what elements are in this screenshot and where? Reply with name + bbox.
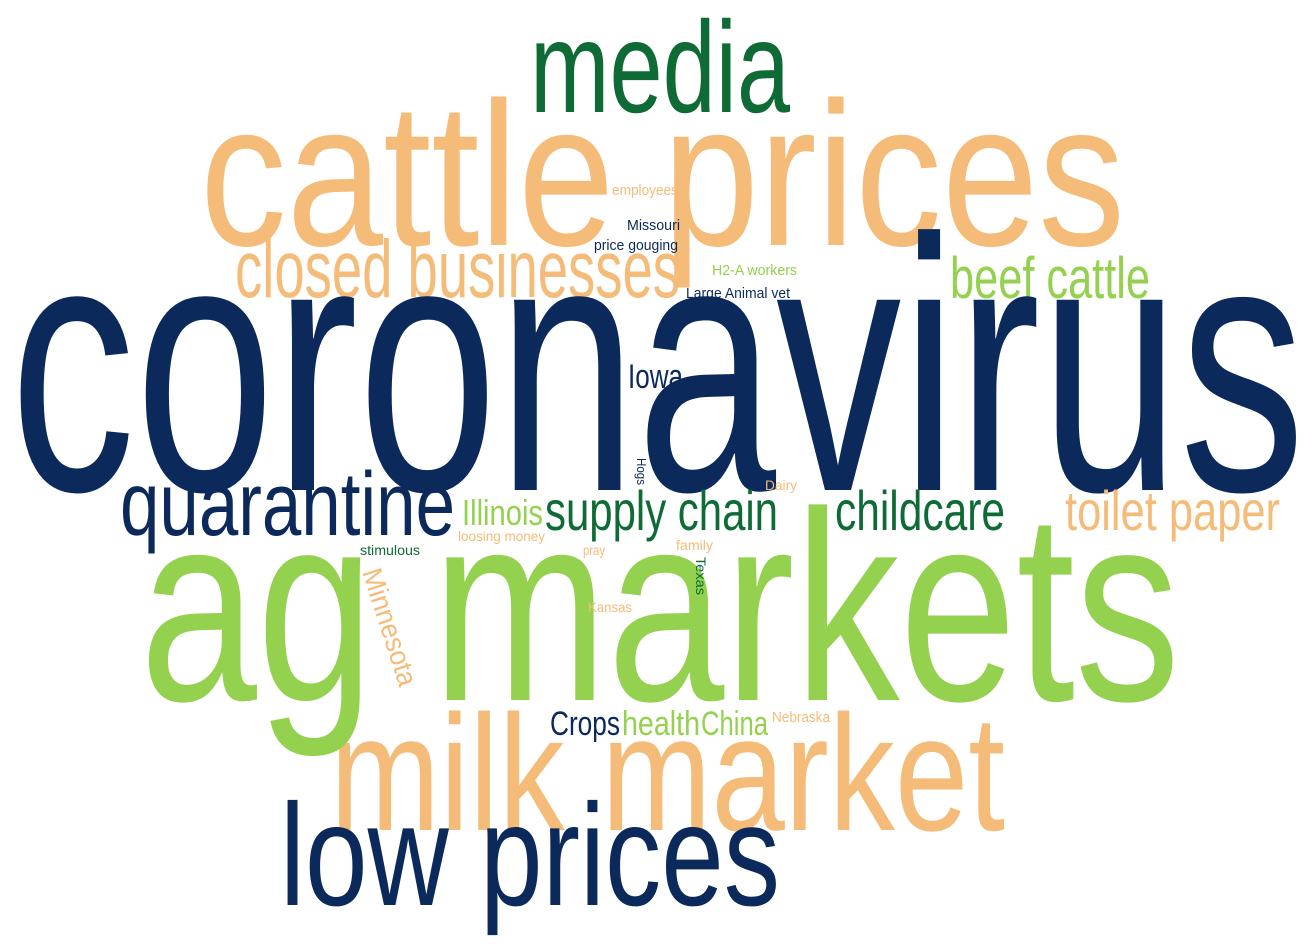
word: Iowa — [628, 358, 683, 396]
word: media — [530, 0, 791, 140]
word: employees — [612, 182, 678, 199]
word: stimulous — [360, 542, 420, 558]
word: Kansas — [588, 599, 632, 615]
word: Missouri — [627, 217, 680, 234]
word: beef cattle — [950, 246, 1150, 311]
word: H2-A workers — [712, 262, 797, 279]
word: Nebraska — [772, 709, 831, 726]
word: quarantine — [120, 455, 455, 555]
word: Crops — [550, 705, 620, 743]
word: health — [622, 705, 700, 743]
word: Texas — [693, 557, 709, 595]
word: supply chain — [545, 479, 778, 542]
word: Illinois — [462, 492, 543, 533]
word: price gouging — [594, 237, 678, 254]
word: pray — [583, 542, 605, 558]
word: Large Animal vet — [686, 285, 791, 302]
word: cattle prices — [200, 60, 1125, 289]
word: toilet paper — [1065, 479, 1280, 542]
word: loosing money — [458, 528, 545, 544]
word: milk market — [330, 681, 1005, 865]
word: low prices — [280, 774, 780, 936]
word: coronavirus — [10, 165, 1305, 567]
word: childcare — [835, 479, 1005, 542]
word: closed businesses — [235, 224, 680, 315]
word: Hogs — [634, 458, 649, 485]
word: family — [676, 537, 713, 553]
word: China — [701, 705, 768, 743]
word: Dairy — [765, 477, 797, 493]
word: ag markets — [140, 457, 1180, 759]
